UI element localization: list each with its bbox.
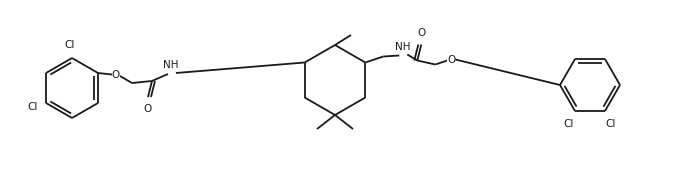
- Text: O: O: [417, 28, 426, 37]
- Text: O: O: [112, 70, 120, 80]
- Text: Cl: Cl: [606, 119, 616, 129]
- Text: Cl: Cl: [65, 40, 75, 50]
- Text: NH: NH: [394, 42, 410, 51]
- Text: NH: NH: [163, 60, 179, 70]
- Text: Cl: Cl: [564, 119, 574, 129]
- Text: Cl: Cl: [28, 102, 38, 112]
- Text: O: O: [144, 104, 152, 114]
- Text: O: O: [447, 55, 456, 64]
